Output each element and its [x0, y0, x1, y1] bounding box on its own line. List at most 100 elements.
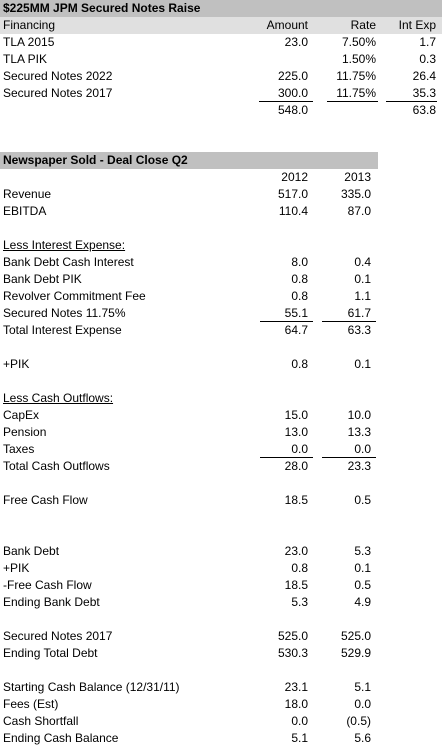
cell-value: 335.0	[340, 187, 371, 201]
cell-value: 0.0	[291, 714, 308, 728]
cell-value: 5.6	[354, 731, 371, 745]
cell-value: 0.8	[291, 272, 308, 286]
cell-value: 0.3	[419, 52, 436, 66]
section-label: Less Cash Outflows:	[3, 391, 114, 405]
cell-value: 110.4	[278, 204, 308, 218]
row-label: CapEx	[3, 408, 40, 422]
underline-rule	[322, 457, 376, 458]
cell-value: 0.1	[354, 357, 371, 371]
cell-value: 23.0	[284, 544, 308, 558]
row-label: TLA PIK	[3, 52, 48, 66]
row-label: Secured Notes 2017	[3, 629, 113, 643]
cell-value: 28.0	[284, 459, 308, 473]
cell-value: 0.0	[291, 442, 308, 456]
cell-value: 0.0	[354, 442, 371, 456]
column-header: Financing	[3, 18, 56, 32]
column-header: Amount	[266, 18, 308, 32]
row-label: Ending Total Debt	[3, 646, 98, 660]
cell-value: 8.0	[291, 255, 308, 269]
cell-value: 61.7	[347, 306, 371, 320]
underline-rule	[386, 101, 437, 102]
section-title: Newspaper Sold - Deal Close Q2	[3, 153, 188, 167]
cell-value: 529.9	[340, 646, 371, 660]
cell-value: 5.1	[291, 731, 308, 745]
cell-value: 23.0	[284, 35, 308, 49]
row-label: Taxes	[3, 442, 35, 456]
underline-rule	[327, 101, 378, 102]
row-label: Pension	[3, 425, 47, 439]
underline-rule	[259, 101, 313, 102]
cell-value: 0.8	[291, 357, 308, 371]
column-header: Rate	[350, 18, 376, 32]
row-label: Bank Debt PIK	[3, 272, 82, 286]
cell-value: 63.3	[347, 323, 371, 337]
cell-value: 10.0	[347, 408, 371, 422]
row-label: Bank Debt Cash Interest	[3, 255, 134, 269]
cell-value: 18.0	[284, 697, 308, 711]
cell-value: 300.0	[277, 86, 308, 100]
row-label: Secured Notes 11.75%	[3, 306, 126, 320]
row-label: Revenue	[3, 187, 52, 201]
section-label: Less Interest Expense:	[3, 238, 126, 252]
cell-value: 5.1	[354, 680, 371, 694]
cell-value: 1.7	[419, 35, 436, 49]
cell-value: 530.3	[277, 646, 308, 660]
cell-value: 35.3	[412, 86, 436, 100]
cell-value: 55.1	[284, 306, 308, 320]
cell-value: 13.3	[347, 425, 371, 439]
cell-value: 11.75%	[336, 86, 376, 100]
row-label: Revolver Commitment Fee	[3, 289, 146, 303]
cell-value: 0.5	[354, 578, 371, 592]
cell-value: 517.0	[277, 187, 308, 201]
cell-value: 0.0	[354, 697, 371, 711]
cell-value: 225.0	[277, 69, 308, 83]
column-header: 2013	[344, 170, 371, 184]
row-label: Ending Bank Debt	[3, 595, 100, 609]
underline-rule	[260, 321, 313, 322]
cell-value: 0.4	[354, 255, 371, 269]
title-band	[0, 0, 442, 17]
underline-rule	[322, 321, 376, 322]
cell-value: 548.0	[277, 103, 308, 117]
row-label: Free Cash Flow	[3, 493, 88, 507]
row-label: Cash Shortfall	[3, 714, 79, 728]
row-label: Secured Notes 2022	[3, 69, 113, 83]
row-label: +PIK	[3, 357, 30, 371]
cell-value: 1.1	[354, 289, 371, 303]
cell-value: 5.3	[291, 595, 308, 609]
cell-value: 525.0	[277, 629, 308, 643]
row-label: Ending Cash Balance	[3, 731, 119, 745]
row-label: +PIK	[3, 561, 30, 575]
cell-value: 64.7	[284, 323, 308, 337]
cell-value: 0.8	[291, 289, 308, 303]
row-label: Bank Debt	[3, 544, 60, 558]
cell-value: (0.5)	[346, 714, 371, 728]
cell-value: 87.0	[347, 204, 371, 218]
underline-rule	[260, 457, 313, 458]
cell-value: 0.8	[291, 561, 308, 575]
column-header: Int Exp	[398, 18, 436, 32]
row-label: Fees (Est)	[3, 697, 59, 711]
row-label: TLA 2015	[3, 35, 55, 49]
row-label: Total Cash Outflows	[3, 459, 110, 473]
cell-value: 0.1	[354, 272, 371, 286]
cell-value: 5.3	[354, 544, 371, 558]
row-label: Secured Notes 2017	[3, 86, 113, 100]
cell-value: 0.5	[354, 493, 371, 507]
column-header: 2012	[281, 170, 308, 184]
row-label: -Free Cash Flow	[3, 578, 92, 592]
header-band	[0, 17, 442, 34]
cell-value: 23.1	[284, 680, 308, 694]
cell-value: 23.3	[347, 459, 371, 473]
title-band	[0, 152, 378, 169]
cell-value: 1.50%	[341, 52, 376, 66]
cell-value: 525.0	[340, 629, 371, 643]
cell-value: 18.5	[284, 578, 308, 592]
cell-value: 0.1	[354, 561, 371, 575]
cell-value: 26.4	[412, 69, 436, 83]
row-label: Starting Cash Balance (12/31/11)	[3, 680, 180, 694]
cell-value: 13.0	[284, 425, 308, 439]
cell-value: 11.75%	[336, 69, 376, 83]
cell-value: 15.0	[284, 408, 308, 422]
